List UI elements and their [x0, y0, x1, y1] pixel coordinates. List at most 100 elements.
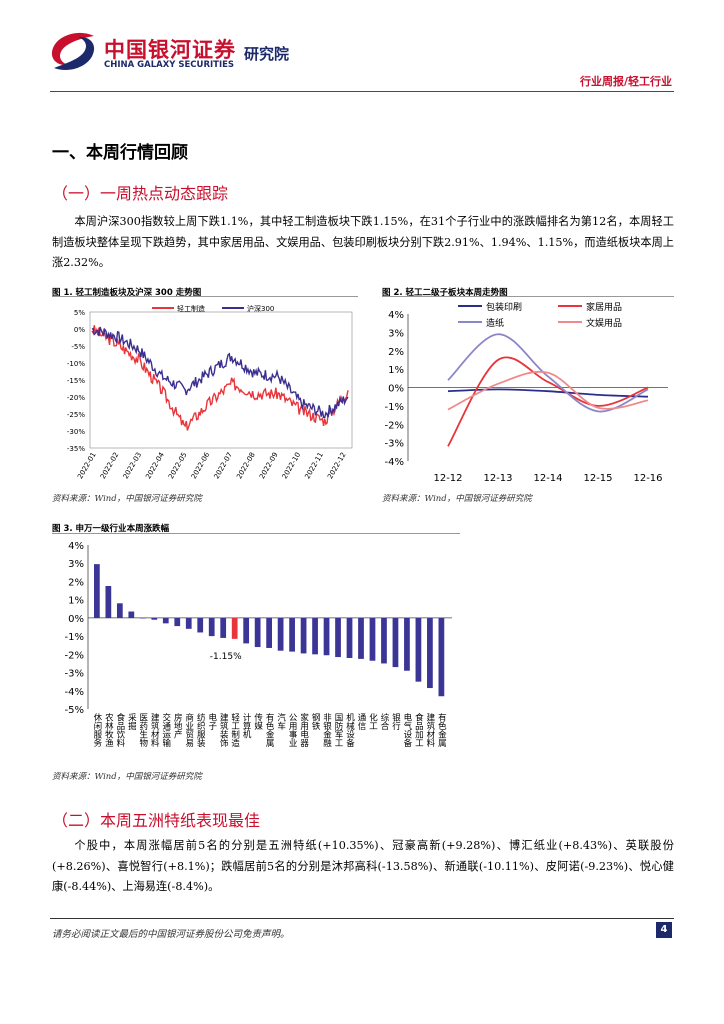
logo-cn: 中国银河证券	[104, 38, 236, 62]
fig3-annotation: -1.15%	[210, 652, 242, 662]
fig3-ytick: -2%	[65, 650, 84, 661]
fig2-xtick: 12-15	[583, 473, 612, 484]
fig1-xtick: 2022-07	[213, 451, 235, 480]
fig3-bar	[162, 617, 169, 624]
fig2-legend-label: 造纸	[486, 317, 504, 329]
fig3-bar	[266, 617, 272, 648]
fig1-xtick: 2022-10	[281, 451, 303, 480]
fig3-ytick: 2%	[68, 577, 84, 588]
fig2-legend-label: 文娱用品	[586, 317, 622, 329]
fig1-xtick: 2022-08	[235, 451, 257, 480]
fig2-chart: 4% 3% 2% 1% 0% -1% -2% -3% -4% 12-12 12-13 12-14 12-…	[385, 301, 668, 484]
fig3-bar	[139, 617, 146, 619]
fig3-chart: 4% 3% 2% 1% 0% -1% -2% -3% -4% -5% 休闲服务 农林牧渔 食品饮料 采掘医…	[65, 541, 452, 748]
fig3-bar	[174, 617, 181, 627]
fig3-category-label: 采掘	[126, 712, 136, 731]
fig3-bar	[323, 617, 330, 656]
fig3-ytick: -1%	[65, 632, 84, 643]
fig2-ytick: -3%	[385, 439, 404, 450]
fig1-legend-label: 沪深300	[247, 304, 274, 313]
fig1-ytick: -35%	[67, 445, 85, 453]
fig2-source: 资料来源：Wind，中国银河证券研究院	[382, 494, 532, 504]
fig3-category-label: 休闲服务	[92, 712, 102, 748]
fig3-category-label: 商业贸易	[184, 712, 194, 748]
fig3-category-label: 交通运输	[161, 712, 171, 748]
fig3-bar	[369, 617, 376, 661]
fig3-category-label: 轻工制造	[230, 712, 240, 748]
fig3-category-label: 非银金融	[322, 712, 332, 748]
fig2-legend-label: 包装印刷	[486, 301, 522, 313]
fig3-source: 资料来源：Wind，中国银河证券研究院	[52, 772, 202, 782]
fig2-ytick: 0%	[388, 384, 404, 395]
fig1-series-line	[91, 325, 349, 431]
fig3-category-label: 汽车	[276, 712, 286, 731]
fig3-ytick: 1%	[68, 596, 84, 607]
footer-divider	[50, 918, 674, 919]
page-number: 4	[656, 922, 672, 938]
fig1-xtick: 2022-03	[122, 451, 144, 480]
fig3-category-label: 医药生物	[138, 713, 148, 748]
fig3-bar	[105, 586, 112, 618]
fig1-title: 图 1. 轻工制造板块及沪深 300 走势图	[52, 288, 202, 298]
fig3-category-label: 钢铁	[310, 712, 320, 731]
fig3-bar	[346, 617, 353, 658]
header: 中国银河证券 CHINA GALAXY SECURITIES 研究院 行业周报/…	[0, 0, 724, 100]
fig3-ytick: 4%	[68, 541, 84, 552]
fig1-divider	[52, 296, 358, 297]
fig3-bar	[220, 617, 227, 638]
fig1-xtick: 2022-12	[326, 451, 348, 480]
fig3-category-label: 建筑装饰	[218, 712, 228, 748]
subsection-title: （一）一周热点动态跟踪	[52, 184, 229, 203]
fig1-series-line	[91, 326, 349, 419]
fig3-category-label: 计算机	[241, 712, 251, 739]
fig1-ytick: -15%	[67, 377, 85, 385]
fig3-ytick: 0%	[68, 614, 84, 625]
fig3-category-label: 有色金属	[436, 712, 446, 748]
fig3-category-label: 建筑材料	[425, 712, 435, 748]
fig2-title: 图 2. 轻工二级子板块本周走势图	[382, 288, 508, 298]
fig3-bar	[300, 617, 307, 654]
fig3-bar	[358, 617, 364, 659]
fig3-bar	[404, 617, 410, 671]
fig3-bar	[289, 617, 295, 652]
fig3-bar	[254, 617, 261, 648]
fig3-bar	[185, 617, 192, 629]
fig2-xtick: 12-16	[633, 473, 662, 484]
fig3-bar	[438, 617, 445, 697]
fig1-plot-frame	[89, 311, 353, 449]
fig1-chart: 5%0%-5%-10%-15%-20%-25%-30%-35%2022-01 20…	[67, 304, 353, 481]
fig1-ytick: -20%	[67, 394, 85, 402]
fig3-bar	[415, 617, 422, 682]
fig1-ytick: 5%	[74, 309, 85, 317]
fig1-xtick: 2022-01	[76, 451, 98, 480]
fig2-ytick: 4%	[388, 310, 404, 321]
fig2-divider	[382, 296, 674, 297]
paragraph-market: 本周沪深300指数较上周下跌1.1%，其中轻工制造板块下跌1.15%，在31个子…	[52, 215, 674, 269]
fig1-source: 资料来源：Wind，中国银河证券研究院	[52, 494, 202, 504]
fig2-ytick: -4%	[385, 457, 404, 468]
doc-type: 行业周报/轻工行业	[579, 75, 672, 88]
fig3-category-label: 传媒	[253, 712, 263, 731]
fig1-xtick: 2022-06	[190, 451, 212, 481]
fig3-category-label: 有色金属	[264, 712, 274, 748]
fig3-category-label: 纺织服装	[195, 712, 205, 748]
fig3-bar	[128, 611, 135, 618]
fig1-xtick: 2022-05	[167, 451, 189, 480]
fig3-bar	[197, 617, 204, 633]
fig3-title: 图 3. 申万一级行业本周涨跌幅	[52, 524, 170, 534]
fig3-bar	[208, 617, 215, 637]
fig1-ytick: 0%	[74, 326, 85, 334]
fig1-xtick: 2022-04	[144, 451, 166, 481]
institute-label: 研究院	[244, 45, 290, 63]
fig3-category-label: 电气设备	[402, 712, 412, 748]
fig3-category-label: 通信	[356, 712, 366, 731]
fig2-series-line	[447, 370, 649, 411]
fig2-xtick: 12-14	[533, 473, 562, 484]
fig3-category-label: 农林牧渔	[103, 712, 113, 747]
fig3-bar	[427, 617, 433, 689]
fig2-xtick: 12-13	[483, 473, 512, 484]
fig3-bar	[151, 617, 158, 620]
fig1-xtick: 2022-02	[99, 451, 121, 480]
fig2-xtick: 12-12	[433, 473, 462, 484]
fig3-category-label: 公用事业	[287, 713, 297, 747]
